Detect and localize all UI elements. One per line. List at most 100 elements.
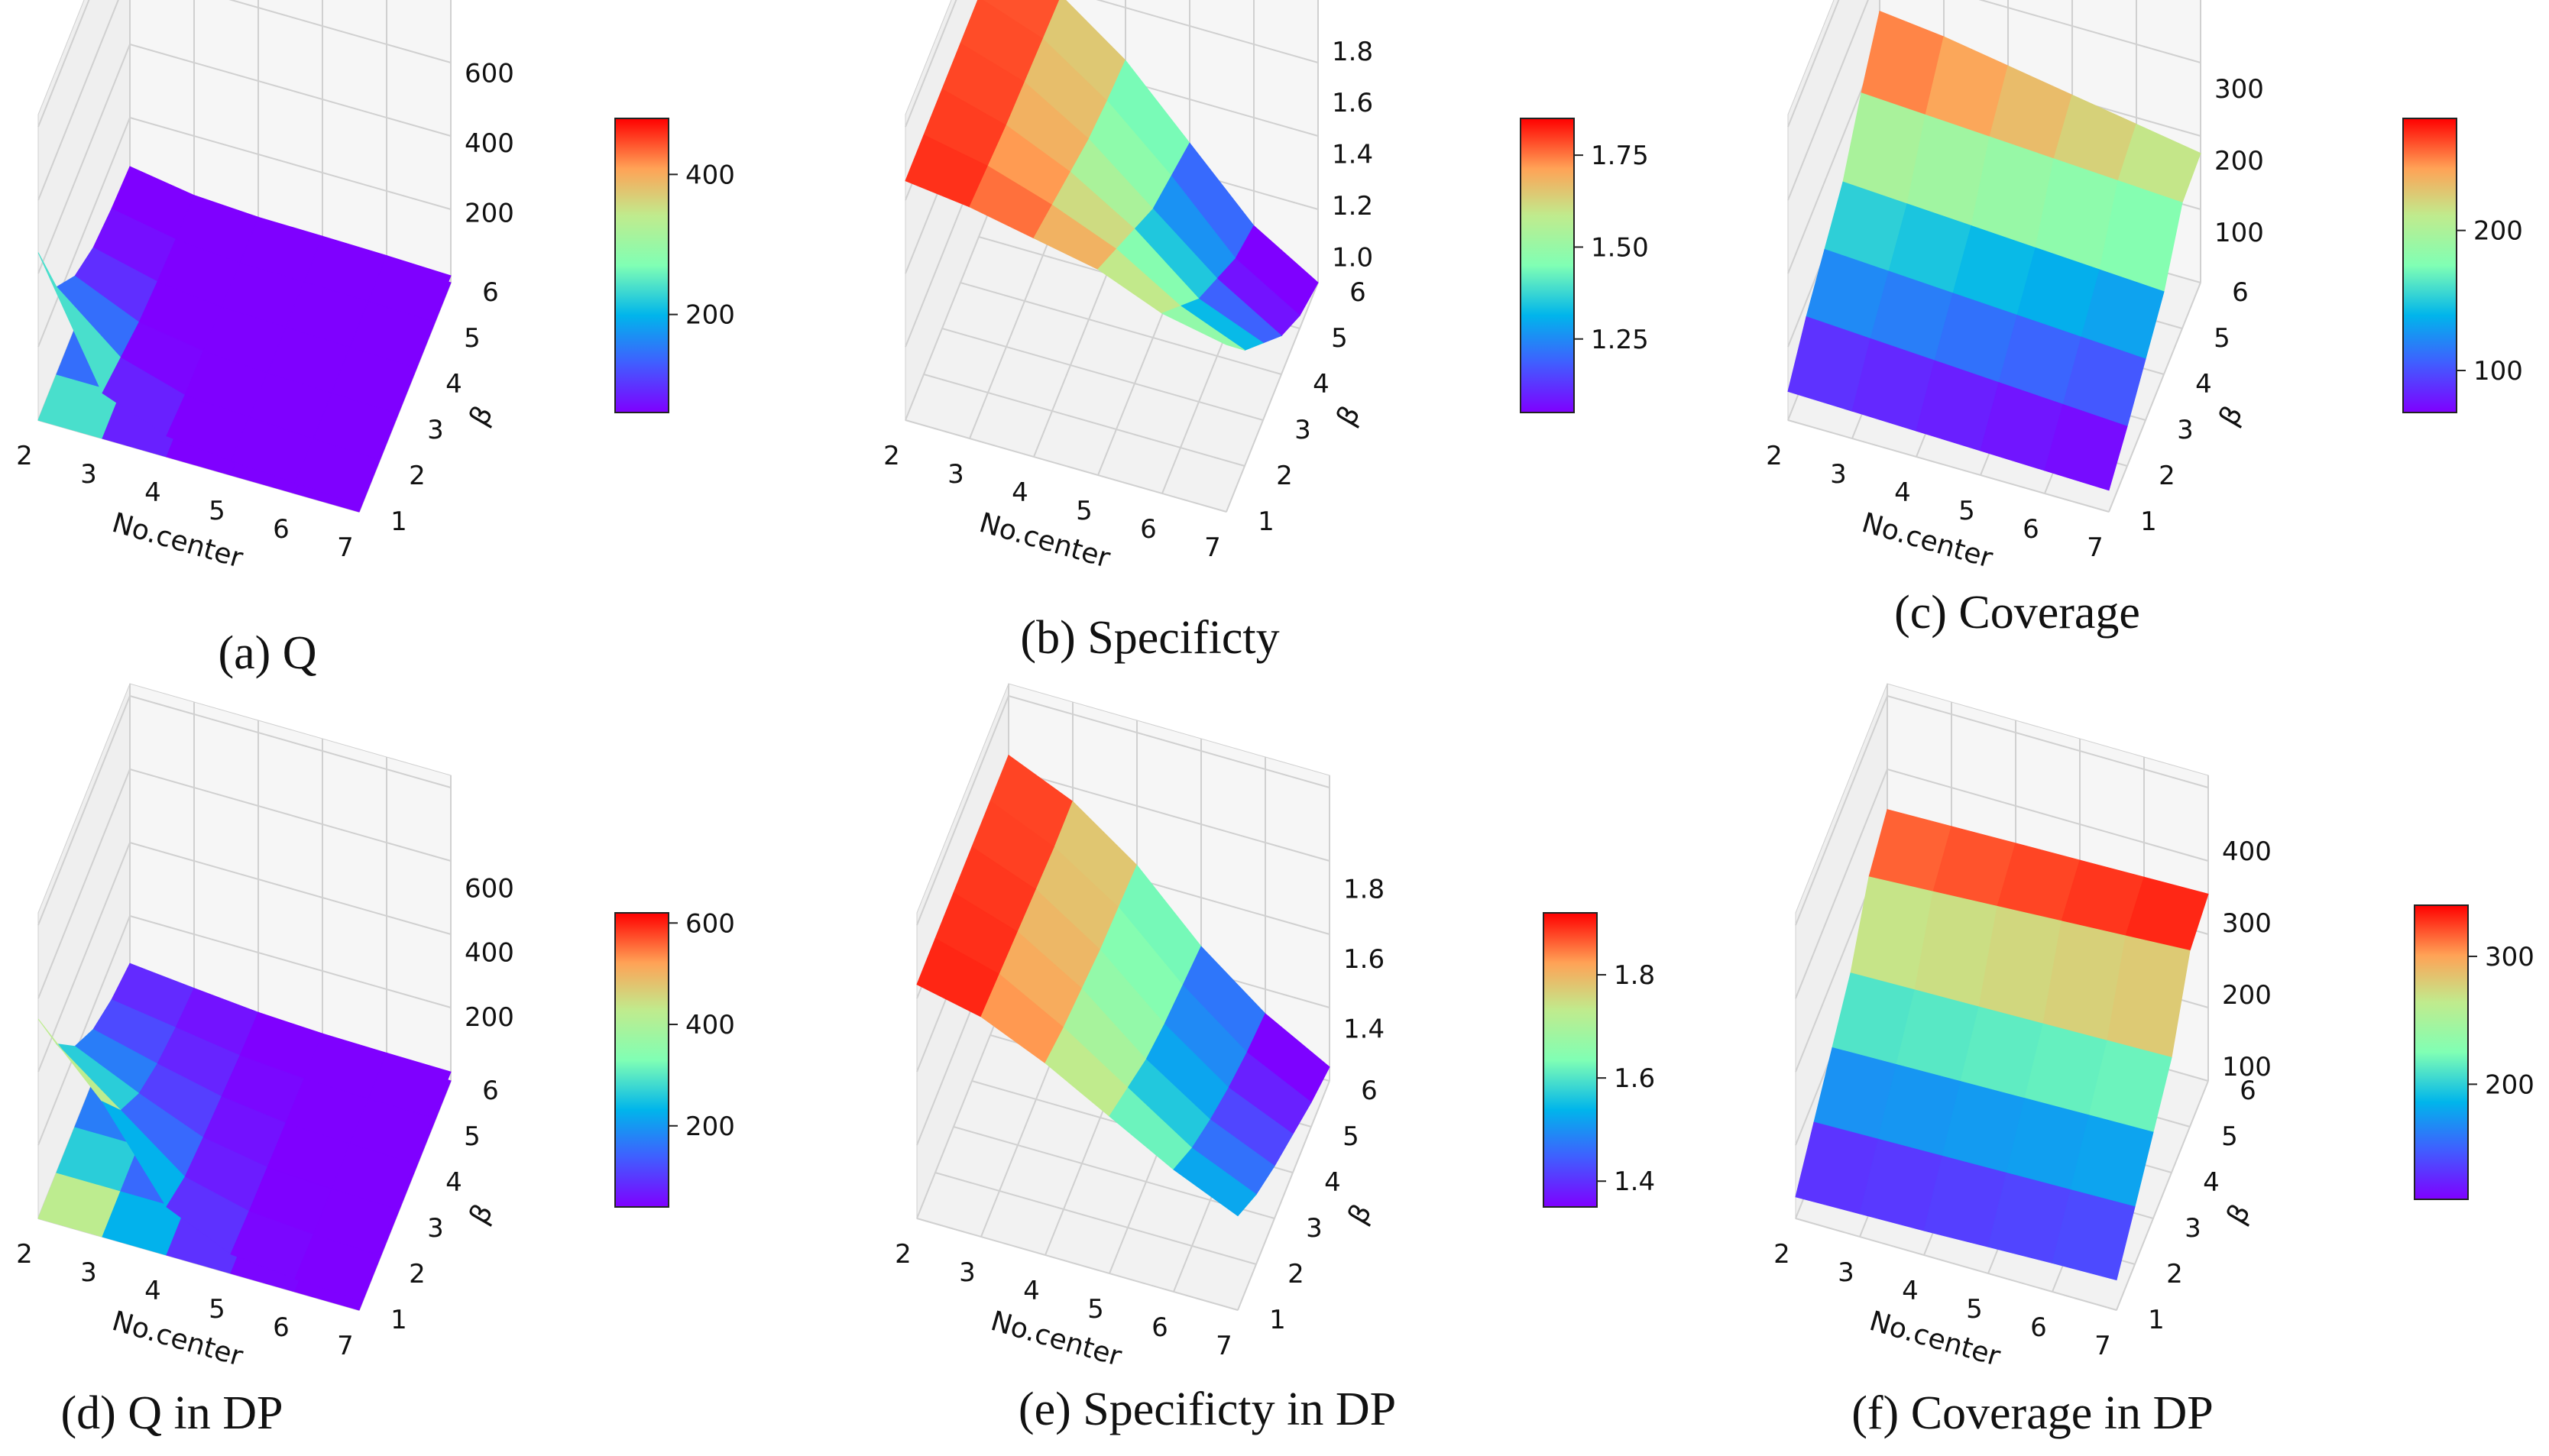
y-axis-label: β: [464, 1199, 500, 1229]
x-tick-label: 3: [80, 1257, 97, 1288]
z-tick-label: 1.8: [1332, 37, 1373, 67]
colorbar-tick-label: 400: [685, 1010, 735, 1040]
x-tick-label: 2: [895, 1239, 912, 1270]
z-tick-label: 1.4: [1332, 140, 1373, 170]
grid-line: [37, 915, 131, 1146]
grid-line: [37, 768, 131, 999]
grid-line: [37, 0, 119, 201]
y-tick-label: 6: [482, 1076, 499, 1106]
colorbar-tick-label: 1.25: [1591, 325, 1649, 355]
y-axis-label: β: [464, 400, 500, 431]
x-tick-label: 2: [883, 441, 900, 471]
y-tick-label: 6: [482, 277, 499, 308]
y-tick-label: 6: [1361, 1076, 1378, 1106]
z-tick-label: 1.6: [1332, 88, 1373, 118]
x-tick-label: 4: [144, 1276, 161, 1306]
colorbar: [2414, 904, 2469, 1200]
y-tick-label: 4: [2203, 1167, 2220, 1198]
y-tick-label: 1: [1269, 1305, 1286, 1335]
x-axis-label: No.center: [1866, 1306, 2003, 1373]
y-tick-label: 1: [390, 1305, 407, 1335]
y-tick-label: 3: [2177, 415, 2194, 445]
grid-line: [960, 282, 1282, 375]
y-axis-label: β: [2214, 400, 2249, 431]
colorbar: [1520, 118, 1575, 413]
y-tick-label: 6: [1349, 277, 1366, 308]
x-tick-label: 3: [947, 459, 964, 490]
grid-line: [129, 117, 452, 210]
y-tick-label: 3: [427, 1213, 444, 1244]
x-tick-label: 5: [1958, 496, 1975, 526]
grid-line: [228, 0, 452, 63]
grid-line: [37, 44, 131, 274]
z-tick-label: 400: [465, 128, 514, 159]
grid-line: [1978, 0, 2201, 63]
panel-b: 2345671234561.01.21.41.61.8No.centerβ1.2…: [883, 0, 1649, 664]
grid-line: [923, 374, 1245, 467]
x-tick-label: 3: [80, 459, 97, 490]
grid-line: [1887, 768, 2209, 862]
y-tick-label: 5: [1331, 323, 1348, 354]
x-axis-label: No.center: [976, 507, 1113, 574]
x-tick-label: 7: [337, 1331, 354, 1361]
y-tick-label: 2: [2159, 461, 2175, 491]
x-tick-label: 5: [209, 1294, 225, 1325]
colorbar: [2402, 118, 2457, 413]
caption-c: (c) Coverage: [1894, 587, 2140, 639]
x-tick-label: 6: [2030, 1312, 2047, 1343]
colorbar-tick-label: 600: [685, 908, 735, 939]
grid-line: [905, 190, 998, 421]
grid-line: [129, 695, 452, 788]
z-tick-label: 200: [465, 1002, 514, 1033]
y-tick-label: 3: [1306, 1213, 1323, 1244]
colorbar-tick-label: 1.8: [1614, 960, 1655, 991]
z-tick-label: 600: [465, 59, 514, 89]
grid-line: [905, 0, 957, 128]
colorbar-tick-label: 1.50: [1591, 232, 1649, 263]
grid-line: [969, 209, 1062, 439]
x-tick-label: 2: [16, 441, 33, 471]
x-axis-label: No.center: [109, 507, 246, 574]
y-tick-label: 4: [1313, 369, 1330, 400]
grid-line: [934, 1172, 1257, 1265]
z-tick-label: 1.4: [1343, 1014, 1385, 1044]
x-tick-label: 7: [1204, 532, 1221, 563]
x-tick-label: 5: [1087, 1294, 1104, 1325]
x-tick-label: 4: [1894, 477, 1911, 508]
grid-line: [129, 768, 452, 862]
y-tick-label: 5: [1343, 1121, 1359, 1152]
colorbar-tick-label: 1.4: [1614, 1166, 1655, 1197]
y-axis-label: β: [1343, 1199, 1378, 1229]
y-tick-label: 3: [1294, 415, 1311, 445]
surface-cell: [294, 1234, 378, 1302]
grid-line: [1008, 768, 1330, 862]
grid-line: [129, 842, 452, 935]
z-tick-label: 200: [2222, 980, 2272, 1011]
colorbar-tick-label: 1.6: [1614, 1063, 1655, 1094]
z-tick-label: 1.2: [1332, 191, 1373, 222]
x-tick-label: 7: [2087, 532, 2104, 563]
z-tick-label: 100: [2214, 218, 2264, 248]
y-tick-label: 1: [390, 506, 407, 537]
colorbar-tick-label: 100: [2473, 356, 2523, 387]
grid-line: [1226, 282, 1319, 513]
y-tick-label: 4: [1324, 1167, 1341, 1198]
z-tick-label: 1.6: [1343, 944, 1385, 975]
x-tick-label: 4: [1012, 477, 1028, 508]
z-tick-label: 400: [465, 938, 514, 969]
x-tick-label: 7: [337, 532, 354, 563]
y-axis-label: β: [1331, 400, 1367, 431]
grid-line: [905, 419, 1227, 513]
grid-line: [1795, 695, 1888, 926]
colorbar-tick-label: 200: [2485, 1069, 2534, 1100]
surface-cell: [294, 438, 378, 506]
x-tick-label: 6: [2023, 514, 2039, 545]
x-tick-label: 2: [16, 1239, 33, 1270]
colorbar-tick-label: 300: [2485, 942, 2534, 972]
z-tick-label: 300: [2222, 908, 2272, 939]
grid-line: [1795, 1218, 2117, 1311]
x-tick-label: 5: [209, 496, 225, 526]
grid-line: [37, 695, 131, 926]
